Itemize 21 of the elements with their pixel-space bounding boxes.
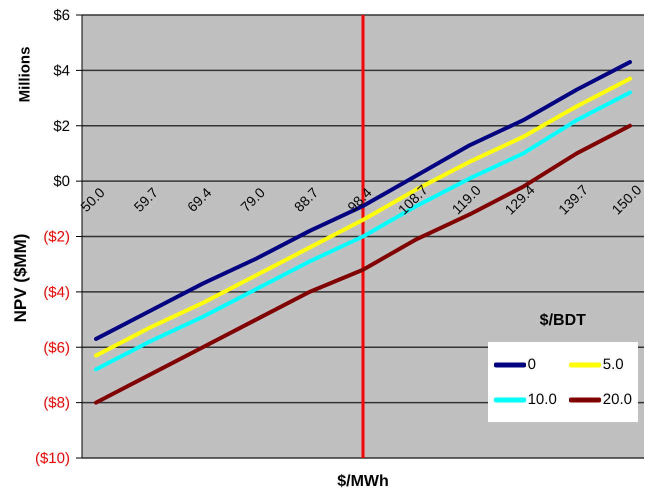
legend-label: 0 [528,356,536,373]
x-tick-label: 50.0 [77,184,108,215]
x-tick-label: 79.0 [237,184,268,215]
y-tick-label: ($10) [34,450,70,467]
x-tick-label: 69.4 [184,184,215,215]
y-tick-label: ($6) [43,339,70,356]
y-tick-label: $6 [53,7,70,24]
legend-label: 20.0 [602,391,632,408]
y-tick-label: ($8) [43,394,70,412]
y-tick-label: ($2) [43,228,70,246]
y-tick-label: $4 [53,62,70,80]
text: Millions [16,46,34,104]
y-tick-label: ($4) [43,284,70,301]
legend-label: 5.0 [602,356,624,373]
y-axis-title: NPV ($MM) [11,232,31,324]
y-tick-label: $2 [53,118,70,135]
legend-label: 10.0 [528,391,557,408]
x-tick-label: 98.4 [344,184,375,215]
x-axis-title: $/MWh [337,473,389,490]
y-tick-label: $0 [53,173,70,190]
legend-title: $/BDT [540,312,586,330]
